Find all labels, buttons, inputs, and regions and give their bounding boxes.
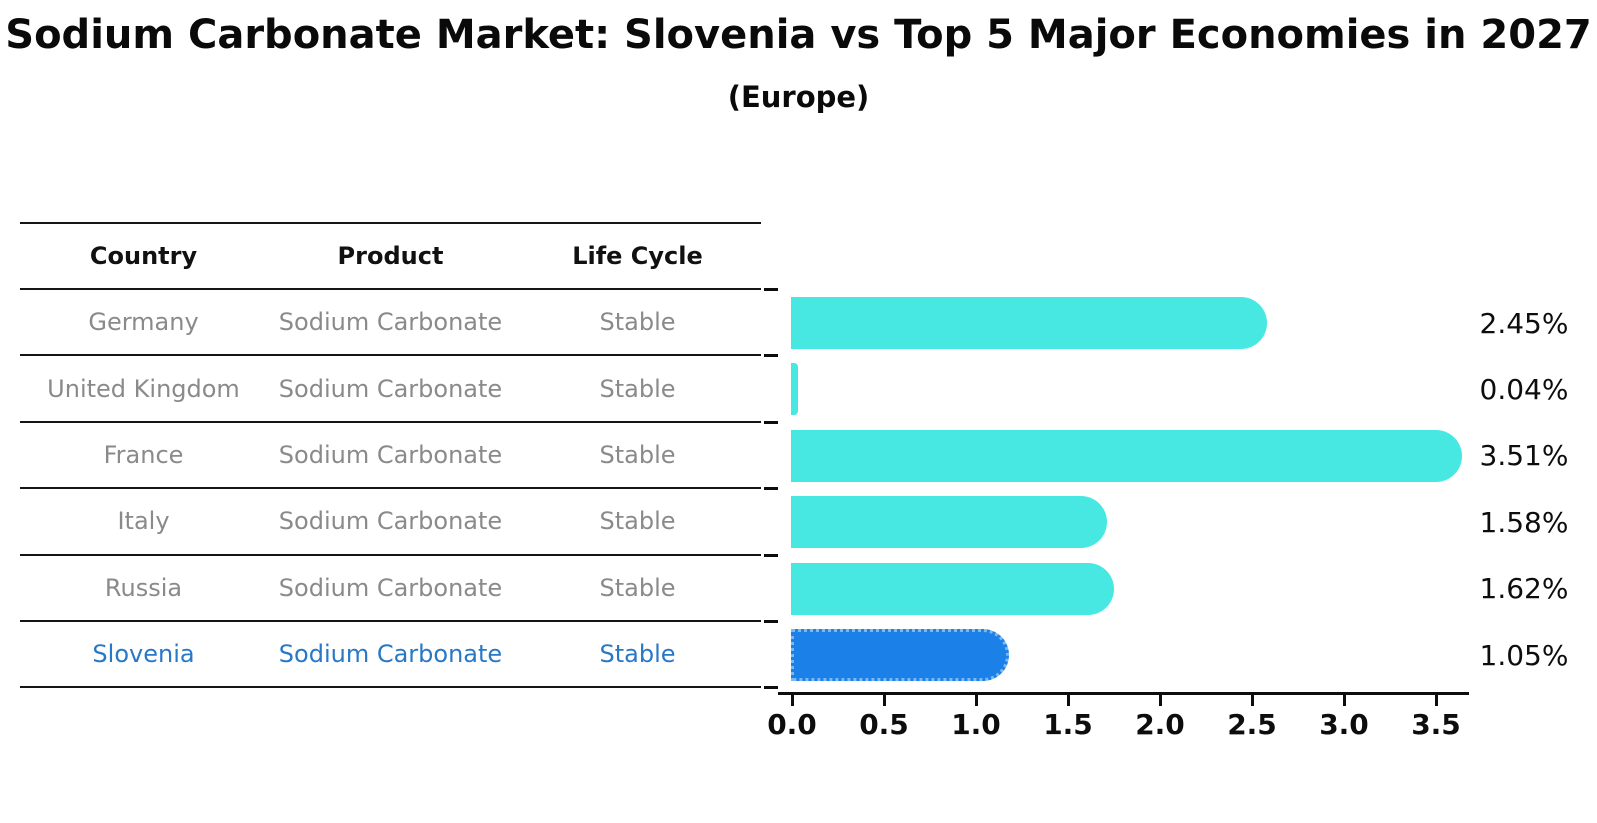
- product-cell: Sodium Carbonate: [267, 620, 514, 689]
- bar-value-label: 0.04%: [1479, 373, 1569, 407]
- bar-value-labels: 2.45% 0.04% 3.51% 1.58% 1.62% 1.05%: [1468, 290, 1580, 688]
- bar-value-label: 3.51%: [1479, 439, 1569, 473]
- column-header-country: Country: [20, 223, 267, 290]
- chart-title: Sodium Carbonate Market: Slovenia vs Top…: [5, 12, 1592, 58]
- x-axis-tick: [1434, 695, 1438, 706]
- table-row-russia: Russia Sodium Carbonate Stable: [20, 554, 761, 622]
- x-axis-tick-label: 3.5: [1411, 708, 1461, 741]
- y-axis-tick: [764, 487, 778, 491]
- life-cycle-cell: Stable: [514, 421, 761, 490]
- y-axis-tick: [764, 354, 778, 358]
- y-axis-tick: [764, 420, 778, 424]
- y-axis-tick: [764, 553, 778, 557]
- bar-row: [791, 622, 1481, 688]
- table-row-italy: Italy Sodium Carbonate Stable: [20, 488, 761, 556]
- bar-france: [791, 429, 1462, 482]
- country-table: Country Product Life Cycle Germany Sodium…: [20, 222, 761, 689]
- x-axis-tick: [1342, 695, 1346, 706]
- bar-united-kingdom: [791, 363, 799, 416]
- bar-row: [791, 290, 1481, 356]
- bar-value-label: 1.62%: [1479, 572, 1569, 606]
- y-axis-tick: [764, 686, 778, 690]
- y-axis-ticks: [764, 288, 778, 690]
- chart-subtitle: (Europe): [727, 80, 870, 114]
- table-header-row: Country Product Life Cycle: [20, 223, 761, 290]
- x-axis-tick: [1158, 695, 1162, 706]
- x-axis: 0.0 0.5 1.0 1.5 2.0 2.5 3.0 3.5: [767, 692, 1478, 752]
- x-axis-tick-label: 1.5: [1043, 708, 1093, 741]
- life-cycle-cell: Stable: [514, 554, 761, 622]
- bar-row: [791, 556, 1481, 622]
- country-cell: Russia: [20, 554, 267, 622]
- x-axis-tick-label: 1.0: [951, 708, 1001, 741]
- x-axis-line: [778, 692, 1469, 695]
- bar-italy: [791, 496, 1107, 549]
- life-cycle-cell: Stable: [514, 289, 761, 357]
- bar-row: [791, 423, 1481, 489]
- product-cell: Sodium Carbonate: [267, 554, 514, 622]
- bar-russia: [791, 562, 1115, 615]
- product-cell: Sodium Carbonate: [267, 421, 514, 490]
- country-cell: Germany: [20, 289, 267, 357]
- y-axis-tick: [764, 620, 778, 623]
- table-row-united-kingdom: United Kingdom Sodium Carbonate Stable: [20, 355, 761, 423]
- life-cycle-cell: Stable: [514, 620, 761, 689]
- x-axis-tick: [1066, 695, 1070, 706]
- bar-chart-plot-area: [791, 290, 1481, 688]
- bar-germany: [791, 297, 1267, 349]
- x-axis-tick-label: 0.5: [859, 708, 909, 741]
- country-cell: Italy: [20, 488, 267, 556]
- product-cell: Sodium Carbonate: [267, 488, 514, 556]
- table-row-germany: Germany Sodium Carbonate Stable: [20, 289, 761, 357]
- country-cell: France: [20, 421, 267, 490]
- column-header-life-cycle: Life Cycle: [514, 223, 761, 290]
- life-cycle-cell: Stable: [514, 488, 761, 556]
- product-cell: Sodium Carbonate: [267, 355, 514, 423]
- bar-value-label: 2.45%: [1479, 306, 1569, 340]
- bar-row: [791, 356, 1481, 422]
- x-axis-tick: [974, 695, 978, 706]
- x-axis-tick-label: 2.5: [1227, 708, 1277, 741]
- x-axis-tick: [1250, 695, 1254, 706]
- x-axis-tick: [790, 695, 794, 706]
- x-axis-tick: [882, 695, 886, 706]
- x-axis-tick-label: 2.0: [1135, 708, 1185, 741]
- table-row-slovenia: Slovenia Sodium Carbonate Stable: [20, 620, 761, 689]
- product-cell: Sodium Carbonate: [267, 289, 514, 357]
- bar-row: [791, 489, 1481, 555]
- column-header-product: Product: [267, 223, 514, 290]
- life-cycle-cell: Stable: [514, 355, 761, 423]
- bar-value-label: 1.58%: [1479, 505, 1569, 539]
- bar-slovenia: [791, 628, 1010, 681]
- bar-value-label: 1.05%: [1479, 638, 1569, 672]
- table-row-france: France Sodium Carbonate Stable: [20, 421, 761, 490]
- x-axis-tick-label: 0.0: [767, 708, 817, 741]
- country-cell: Slovenia: [20, 620, 267, 689]
- x-axis-tick-label: 3.0: [1319, 708, 1369, 741]
- country-cell: United Kingdom: [20, 355, 267, 423]
- y-axis-tick: [764, 288, 778, 291]
